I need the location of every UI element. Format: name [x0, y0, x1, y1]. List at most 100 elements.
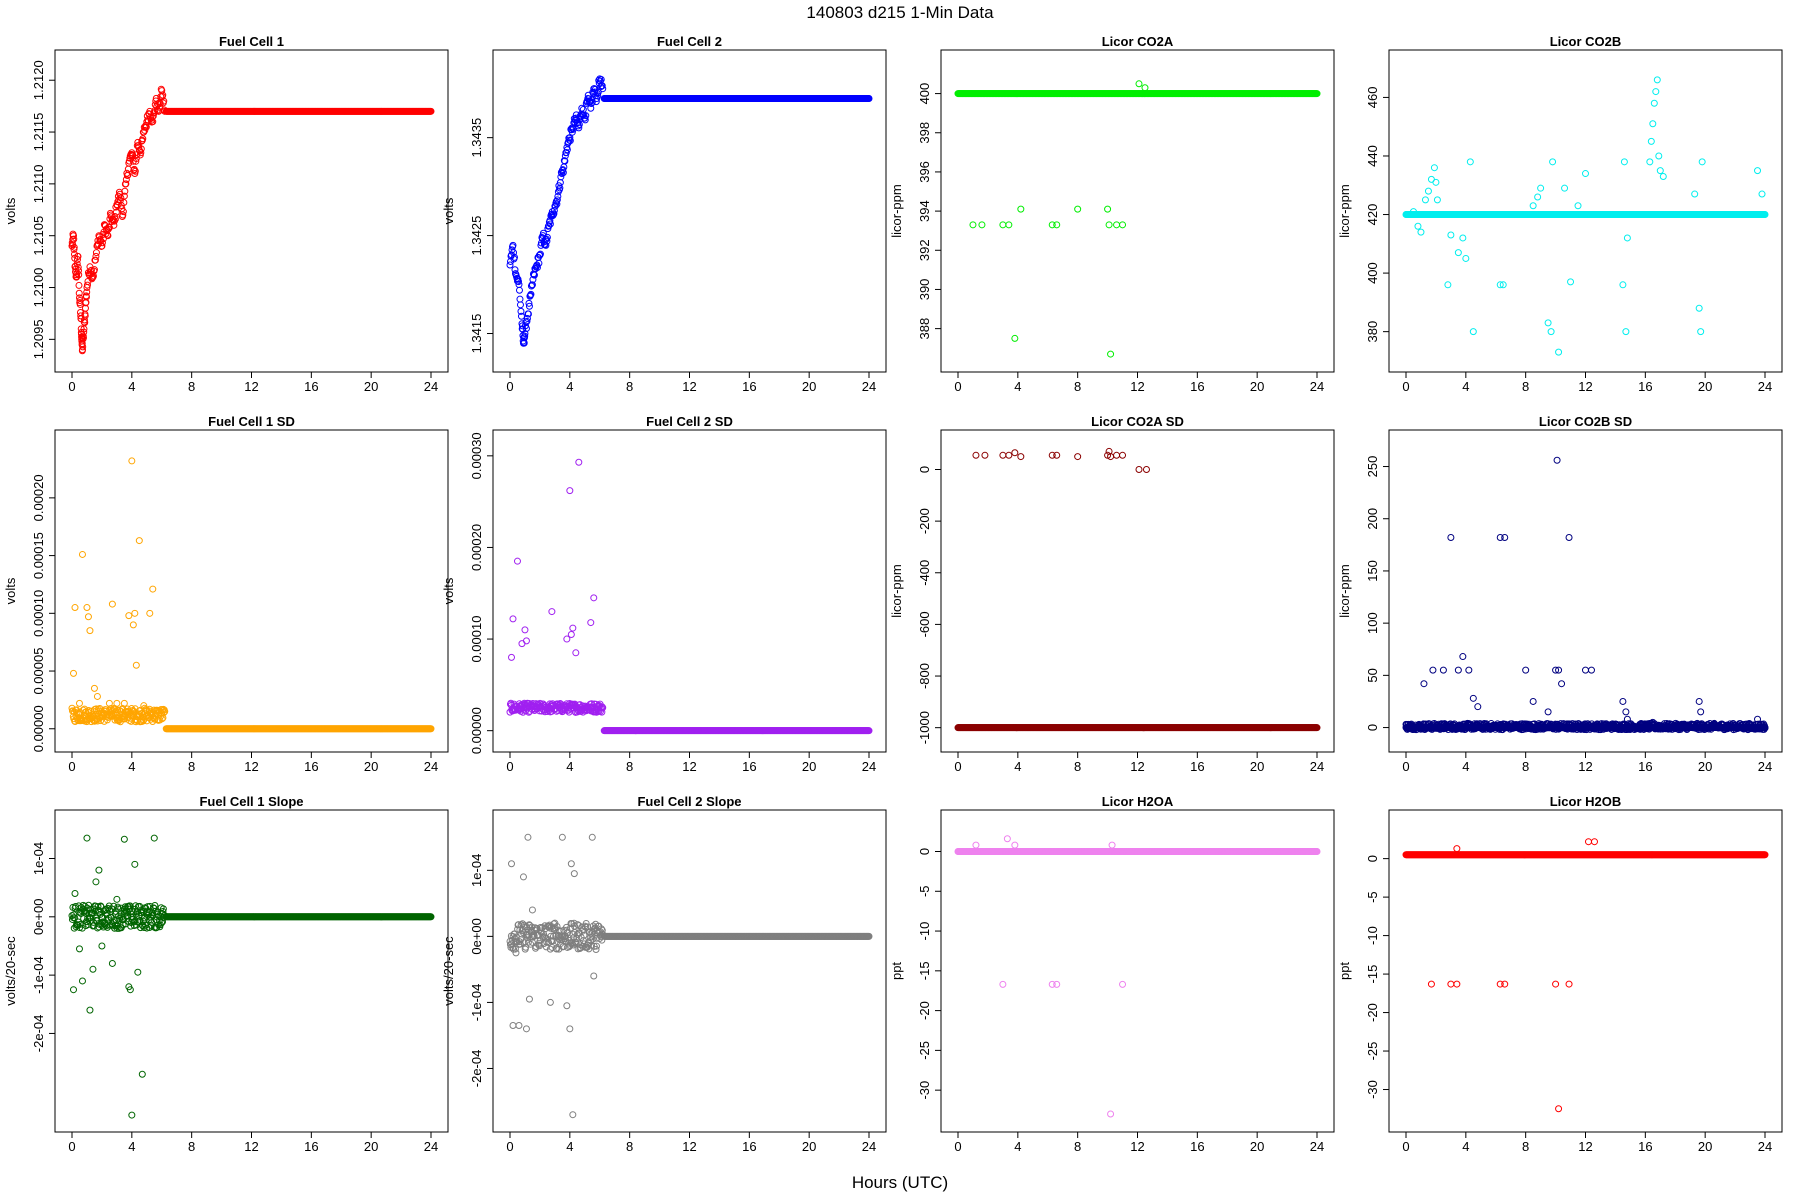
- data-point: [1653, 76, 1661, 84]
- data-point: [132, 155, 140, 163]
- data-points: [954, 447, 1321, 732]
- panel-title: Fuel Cell 1 SD: [208, 414, 295, 429]
- x-tick-label: 8: [188, 759, 195, 774]
- data-point: [160, 97, 168, 105]
- y-tick-label: 388: [917, 318, 932, 340]
- x-tick-label: 0: [506, 379, 513, 394]
- y-tick-label: -400: [917, 560, 932, 586]
- data-point: [122, 180, 130, 188]
- y-tick-label: 0.00005: [31, 648, 46, 695]
- data-point: [513, 557, 521, 565]
- y-tick-label: 400: [917, 83, 932, 105]
- data-point: [590, 594, 598, 602]
- data-point: [90, 684, 98, 692]
- data-point: [587, 619, 595, 627]
- y-tick-label: 1.2115: [31, 113, 46, 152]
- data-point: [548, 608, 556, 616]
- data-point: [1107, 350, 1115, 358]
- y-tick-label: 1.2110: [31, 164, 46, 203]
- data-point: [77, 312, 85, 320]
- y-tick-label: 150: [1365, 560, 1380, 582]
- data-point: [518, 640, 526, 648]
- data-point: [73, 260, 81, 268]
- x-tick-label: 20: [802, 379, 816, 394]
- data-point: [1656, 167, 1664, 175]
- data-point: [137, 149, 145, 157]
- data-point: [83, 604, 91, 612]
- data-point: [69, 669, 77, 677]
- data-point: [427, 107, 435, 115]
- data-point: [92, 249, 100, 257]
- data-point: [1417, 228, 1425, 236]
- data-point: [522, 637, 530, 645]
- data-point: [70, 235, 78, 243]
- y-tick-label: 0.00000: [469, 707, 484, 754]
- data-point: [74, 267, 82, 275]
- y-tick-label: -600: [917, 611, 932, 637]
- y-axis-label: volts: [441, 577, 456, 604]
- x-tick-label: 24: [1758, 759, 1772, 774]
- data-point: [95, 233, 103, 241]
- data-point: [1447, 231, 1455, 239]
- data-point: [507, 653, 515, 661]
- x-tick-label: 20: [364, 759, 378, 774]
- data-point: [1549, 158, 1557, 166]
- data-point: [1691, 190, 1699, 198]
- data-point: [70, 243, 78, 251]
- plot-frame: [1388, 49, 1783, 373]
- data-point: [1119, 221, 1127, 229]
- y-tick-label: 440: [1365, 145, 1380, 167]
- data-point: [1758, 190, 1766, 198]
- x-tick-label: 12: [244, 759, 258, 774]
- x-tick-label: 16: [1638, 379, 1652, 394]
- y-tick-label: 0.00030: [469, 432, 484, 479]
- x-tick-label: 12: [682, 379, 696, 394]
- data-point: [83, 288, 91, 296]
- x-tick-label: 24: [424, 379, 438, 394]
- data-point: [1567, 278, 1575, 286]
- y-axis-label: licor-ppm: [1337, 184, 1352, 237]
- data-point: [1104, 205, 1112, 213]
- data-point: [74, 252, 82, 260]
- y-tick-label: 396: [917, 161, 932, 183]
- data-point: [969, 221, 977, 229]
- data-point: [567, 630, 575, 638]
- x-tick-label: 8: [626, 379, 633, 394]
- data-point: [566, 487, 574, 495]
- data-point: [1053, 221, 1061, 229]
- data-point: [92, 252, 100, 260]
- y-tick-label: 0.00015: [31, 532, 46, 579]
- data-points: [1402, 456, 1769, 734]
- x-tick-label: 4: [1462, 379, 1469, 394]
- y-tick-label: 200: [1365, 508, 1380, 530]
- data-point: [1469, 328, 1477, 336]
- x-tick-label: 0: [1402, 379, 1409, 394]
- x-tick-label: 20: [1698, 379, 1712, 394]
- data-point: [1655, 152, 1663, 160]
- data-point: [1537, 184, 1545, 192]
- data-point: [82, 298, 90, 306]
- data-point: [120, 192, 128, 200]
- x-tick-label: 12: [1578, 759, 1592, 774]
- x-tick-label: 24: [1310, 379, 1324, 394]
- y-tick-label: 1.2095: [31, 319, 46, 359]
- data-point: [572, 649, 580, 657]
- x-tick-label: 8: [188, 379, 195, 394]
- x-tick-label: 20: [1250, 759, 1264, 774]
- x-tick-label: 0: [1402, 759, 1409, 774]
- y-tick-label: 398: [917, 122, 932, 144]
- data-point: [1466, 158, 1474, 166]
- data-point: [978, 221, 986, 229]
- data-point: [1544, 319, 1552, 327]
- data-point: [1582, 170, 1589, 178]
- x-tick-label: 24: [1758, 379, 1772, 394]
- data-point: [1011, 334, 1019, 342]
- x-tick-label: 4: [566, 379, 573, 394]
